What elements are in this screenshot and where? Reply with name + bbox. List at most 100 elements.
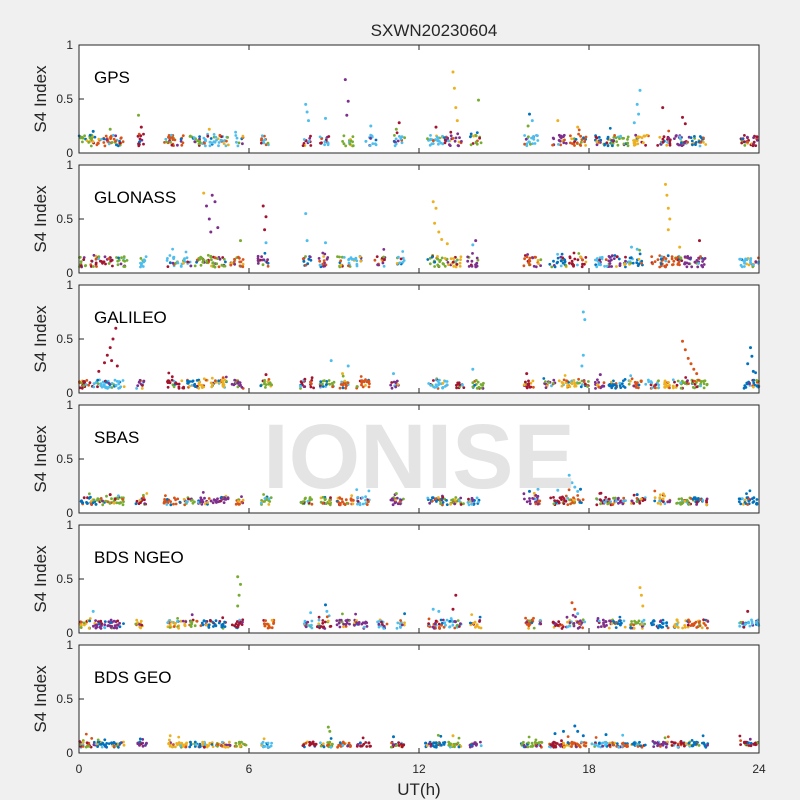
data-point bbox=[576, 263, 579, 267]
data-point bbox=[180, 741, 184, 745]
data-point bbox=[595, 140, 599, 144]
data-point bbox=[358, 255, 362, 259]
data-point bbox=[351, 135, 355, 139]
data-point bbox=[105, 742, 109, 745]
data-point bbox=[580, 265, 584, 269]
data-point bbox=[395, 496, 399, 500]
data-point bbox=[706, 626, 709, 630]
data-point bbox=[458, 264, 462, 268]
data-point bbox=[467, 497, 470, 501]
data-point bbox=[456, 381, 460, 385]
data-point bbox=[523, 497, 526, 501]
data-point bbox=[267, 503, 271, 506]
data-point bbox=[115, 501, 119, 505]
data-point bbox=[524, 745, 528, 749]
data-point bbox=[573, 485, 577, 489]
data-point bbox=[341, 140, 344, 143]
data-point bbox=[658, 499, 661, 503]
data-point bbox=[574, 383, 577, 387]
data-point bbox=[345, 621, 349, 625]
data-point bbox=[362, 380, 366, 384]
data-point bbox=[471, 498, 474, 501]
data-point bbox=[596, 378, 599, 382]
data-point bbox=[142, 132, 145, 136]
data-point bbox=[582, 136, 585, 140]
data-point bbox=[306, 500, 310, 503]
data-point bbox=[226, 143, 230, 147]
data-point bbox=[656, 744, 659, 748]
data-point bbox=[349, 498, 353, 502]
data-point bbox=[622, 142, 626, 146]
data-point bbox=[428, 262, 432, 266]
data-point bbox=[580, 364, 584, 368]
data-point bbox=[171, 138, 175, 142]
data-point bbox=[640, 620, 644, 624]
data-point bbox=[217, 141, 221, 144]
data-point bbox=[619, 623, 622, 627]
data-point bbox=[568, 498, 571, 502]
data-point bbox=[684, 376, 688, 379]
data-point bbox=[453, 139, 457, 143]
data-point bbox=[326, 619, 330, 623]
data-point bbox=[194, 385, 197, 388]
data-point bbox=[110, 741, 113, 745]
data-point bbox=[184, 250, 188, 254]
data-point bbox=[549, 496, 553, 500]
data-point bbox=[306, 620, 310, 624]
data-point bbox=[692, 367, 696, 371]
data-point bbox=[214, 499, 218, 503]
data-point bbox=[141, 738, 145, 741]
data-point bbox=[674, 386, 678, 389]
data-point bbox=[699, 380, 703, 384]
data-point bbox=[394, 142, 398, 146]
data-point bbox=[628, 379, 632, 383]
data-point bbox=[189, 743, 193, 747]
data-point bbox=[528, 499, 532, 503]
data-point bbox=[698, 144, 702, 148]
data-point bbox=[112, 626, 116, 630]
data-point bbox=[552, 259, 555, 263]
data-point bbox=[338, 386, 342, 390]
data-point bbox=[428, 138, 432, 142]
data-point bbox=[317, 257, 321, 260]
data-point bbox=[611, 139, 614, 142]
data-point bbox=[135, 618, 139, 622]
data-point bbox=[199, 500, 203, 504]
data-point bbox=[747, 741, 750, 745]
data-point bbox=[663, 736, 667, 740]
data-point bbox=[401, 260, 405, 264]
data-point bbox=[478, 136, 481, 140]
data-point bbox=[471, 142, 475, 145]
data-point bbox=[260, 742, 264, 745]
data-point bbox=[434, 125, 438, 129]
data-point bbox=[179, 137, 183, 141]
data-point bbox=[308, 497, 312, 500]
data-point bbox=[345, 113, 349, 117]
data-point bbox=[742, 502, 745, 506]
data-point bbox=[323, 620, 327, 624]
data-point bbox=[355, 621, 358, 624]
data-point bbox=[665, 624, 669, 628]
data-point bbox=[264, 373, 268, 377]
data-point bbox=[668, 138, 672, 142]
data-point bbox=[659, 745, 662, 748]
data-point bbox=[598, 258, 601, 262]
data-point bbox=[743, 134, 746, 137]
data-point bbox=[666, 228, 670, 232]
data-point bbox=[668, 500, 671, 504]
data-point bbox=[438, 259, 442, 262]
data-point bbox=[302, 142, 306, 145]
data-point bbox=[572, 263, 576, 267]
data-point bbox=[608, 619, 611, 623]
data-point bbox=[210, 376, 214, 380]
data-point bbox=[264, 386, 267, 389]
data-point bbox=[437, 609, 441, 613]
data-point bbox=[99, 619, 103, 623]
data-point bbox=[328, 498, 332, 502]
data-point bbox=[242, 742, 245, 746]
data-point bbox=[228, 743, 232, 747]
data-point bbox=[752, 385, 755, 389]
data-point bbox=[239, 260, 243, 264]
plot-area bbox=[79, 525, 759, 633]
data-point bbox=[317, 615, 321, 619]
